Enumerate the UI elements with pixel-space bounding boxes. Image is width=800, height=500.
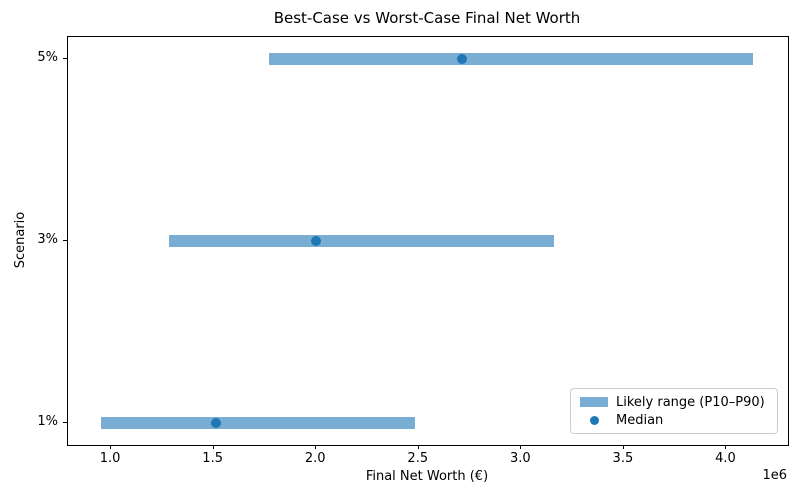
y-tick-label-1%: 1% xyxy=(37,414,58,430)
x-tick-label-4.0: 4.0 xyxy=(715,451,736,466)
x-tick-label-3.5: 3.5 xyxy=(612,451,634,466)
range-bar-1% xyxy=(100,417,415,430)
x-tick-label-2.5: 2.5 xyxy=(407,451,429,466)
y-tick-mark-3% xyxy=(63,240,67,241)
chart-title: Best-Case vs Worst-Case Final Net Worth xyxy=(273,9,581,27)
legend-range-swatch-icon xyxy=(580,397,608,407)
x-tick-mark-3.5 xyxy=(622,445,624,449)
x-tick-mark-2.5 xyxy=(417,445,419,449)
legend-range-label: Likely range (P10–P90) xyxy=(616,394,765,410)
x-tick-label-1.0: 1.0 xyxy=(99,451,121,466)
x-axis-label: Final Net Worth (€) xyxy=(365,469,489,484)
x-axis-offset-text: 1e6 xyxy=(762,468,787,483)
y-tick-label-5%: 5% xyxy=(37,49,58,65)
x-tick-mark-4.0 xyxy=(725,445,727,449)
x-tick-label-1.5: 1.5 xyxy=(202,451,223,466)
plot-area xyxy=(67,36,789,446)
y-tick-label-3%: 3% xyxy=(37,232,58,247)
range-bar-3% xyxy=(168,235,555,247)
median-dot-3% xyxy=(311,236,322,246)
legend-median-dot-icon xyxy=(590,415,599,425)
legend-median-label: Median xyxy=(616,412,664,428)
x-tick-mark-3.0 xyxy=(520,445,522,449)
x-tick-mark-2.0 xyxy=(315,445,317,449)
x-tick-mark-1.0 xyxy=(110,445,112,449)
range-bar-5% xyxy=(269,52,754,65)
median-dot-1% xyxy=(210,418,221,429)
legend: Likely range (P10–P90) Median xyxy=(570,388,778,434)
median-dot-5% xyxy=(456,53,467,64)
x-tick-mark-1.5 xyxy=(212,445,214,449)
y-tick-mark-5% xyxy=(63,57,67,59)
legend-item-median: Median xyxy=(580,411,768,429)
x-tick-label-3.0: 3.0 xyxy=(509,451,531,466)
legend-item-range: Likely range (P10–P90) xyxy=(580,393,768,411)
x-tick-label-2.0: 2.0 xyxy=(304,451,326,466)
y-tick-mark-1% xyxy=(63,422,67,424)
